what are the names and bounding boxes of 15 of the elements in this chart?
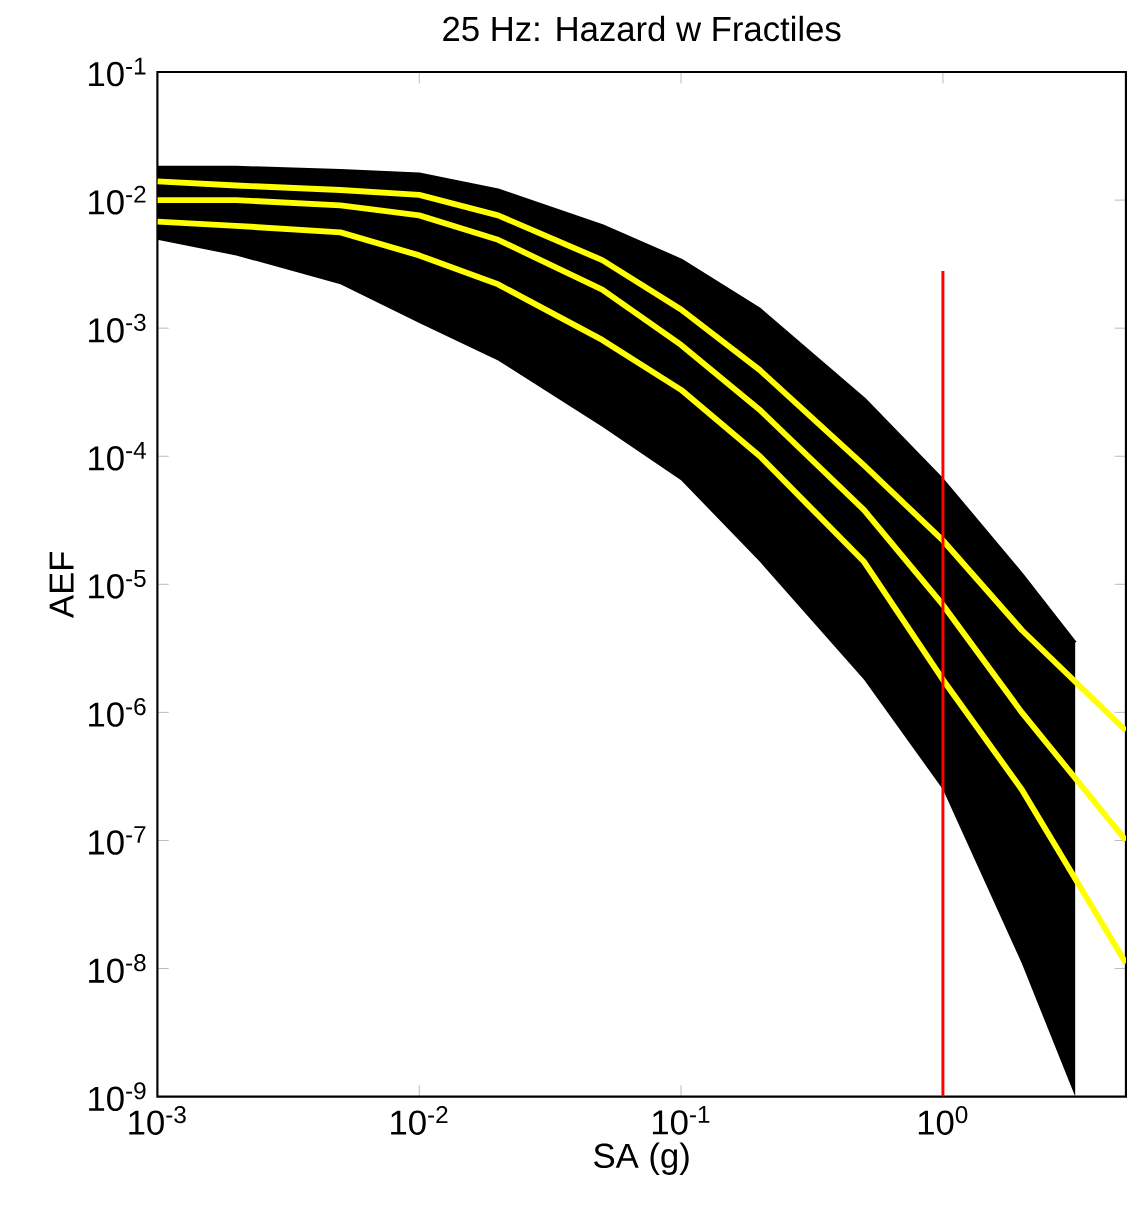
y-tick-label: 10$^{-5}$ xyxy=(89,570,146,599)
y-axis-title: AEF xyxy=(49,551,74,618)
y-tick-label: 10$^{-3}$ xyxy=(89,313,146,343)
x-tick-label: 10$^{-2}$ xyxy=(391,1106,448,1135)
y-tick-label: 10$^{-8}$ xyxy=(89,954,146,983)
y-tick-label: 10$^{-2}$ xyxy=(89,185,146,215)
chart-title: 25 Hz: Hazard w Fractiles xyxy=(443,15,841,42)
x-axis-title: SA (g) xyxy=(594,1142,689,1175)
x-tick-label: 10$^{-3}$ xyxy=(129,1106,186,1135)
y-tick-label: 10$^{-4}$ xyxy=(89,441,147,471)
x-tick-label: 10$^{-1}$ xyxy=(653,1106,710,1135)
y-tick-label: 10$^{-6}$ xyxy=(89,697,146,727)
y-tick-label: 10$^{-7}$ xyxy=(89,826,146,855)
y-tick-label: 10$^{-1}$ xyxy=(89,57,146,87)
x-tick-label: 10$^{0}$ xyxy=(919,1106,968,1135)
